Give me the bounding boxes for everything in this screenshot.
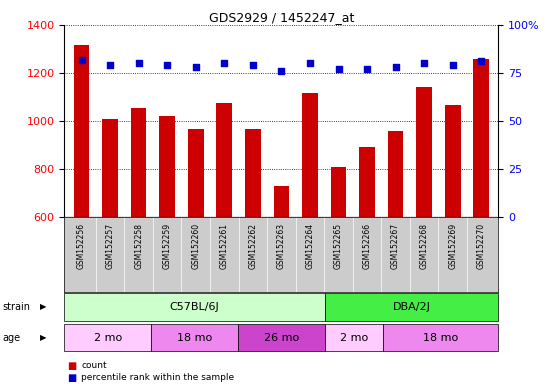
Text: GSM152256: GSM152256 [77,223,86,269]
Point [277,68,286,74]
Title: GDS2929 / 1452247_at: GDS2929 / 1452247_at [209,11,354,24]
Text: GSM152260: GSM152260 [192,223,200,269]
Text: 2 mo: 2 mo [339,333,368,343]
Text: GSM152259: GSM152259 [163,223,172,269]
Bar [330,167,346,217]
Text: percentile rank within the sample: percentile rank within the sample [81,373,234,382]
Text: GSM152261: GSM152261 [220,223,229,269]
Bar [416,88,432,217]
Text: 18 mo: 18 mo [177,333,212,343]
Text: GSM152258: GSM152258 [134,223,143,269]
Bar [160,116,175,217]
Bar [102,119,118,217]
Text: 26 mo: 26 mo [264,333,299,343]
Text: GSM152268: GSM152268 [419,223,428,269]
Bar [74,45,90,217]
Bar [273,186,290,217]
Bar [131,108,147,217]
Text: ■: ■ [67,361,77,371]
Text: strain: strain [3,302,31,312]
Point [477,58,486,65]
Text: ■: ■ [67,373,77,383]
Text: GSM152262: GSM152262 [248,223,258,269]
Text: GSM152266: GSM152266 [362,223,371,269]
Text: GSM152257: GSM152257 [106,223,115,269]
Bar [217,103,232,217]
Text: GSM152267: GSM152267 [391,223,400,269]
Point [448,62,457,68]
Point [362,66,371,72]
Text: count: count [81,361,107,370]
Text: ▶: ▶ [40,333,47,342]
Bar [302,93,318,217]
Bar [445,105,460,217]
Point [419,60,428,66]
Text: GSM152269: GSM152269 [448,223,457,269]
Point [163,62,172,68]
Text: age: age [3,333,21,343]
Text: 2 mo: 2 mo [94,333,122,343]
Bar [473,59,489,217]
Text: GSM152263: GSM152263 [277,223,286,269]
Point [192,64,200,70]
Point [305,60,314,66]
Point [391,64,400,70]
Bar [388,131,403,217]
Point [334,66,343,72]
Text: DBA/2J: DBA/2J [393,302,431,312]
Text: GSM152270: GSM152270 [477,223,486,269]
Text: GSM152264: GSM152264 [305,223,315,269]
Bar [188,129,204,217]
Point [77,56,86,63]
Text: C57BL/6J: C57BL/6J [170,302,220,312]
Text: GSM152265: GSM152265 [334,223,343,269]
Point [106,62,115,68]
Text: ▶: ▶ [40,302,47,311]
Bar [245,129,261,217]
Bar [359,147,375,217]
Point [134,60,143,66]
Point [220,60,229,66]
Text: 18 mo: 18 mo [423,333,458,343]
Point [249,62,258,68]
